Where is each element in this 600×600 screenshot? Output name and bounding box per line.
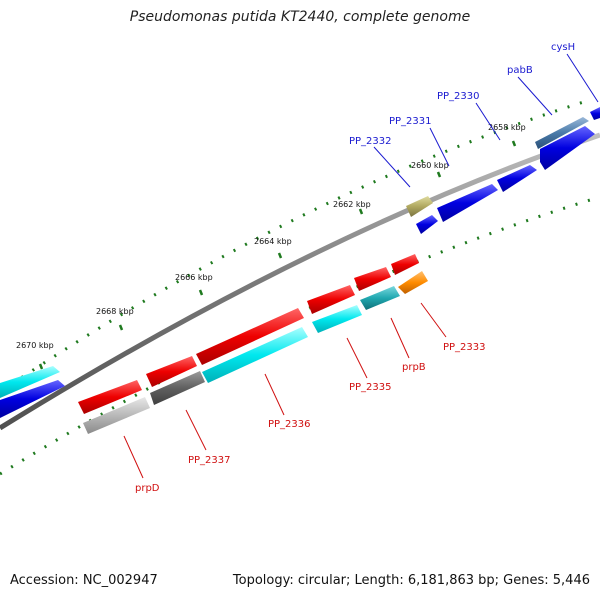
- reverse-features: [78, 254, 428, 434]
- gene-arrow-PP_2336[interactable]: [202, 327, 308, 383]
- tick-label-2668: 2668 kbp: [96, 307, 134, 316]
- label-leaders: [123, 53, 599, 479]
- gene-arrow-red-4[interactable]: [196, 308, 304, 365]
- gene-arrow-PP_2332[interactable]: [406, 196, 433, 217]
- gene-arrow-prpB-top[interactable]: [391, 254, 419, 275]
- genome-summary-text: Topology: circular; Length: 6,181,863 bp…: [232, 573, 590, 588]
- accession-text: Accession: NC_002947: [10, 573, 158, 588]
- gene-label-PP_2332: PP_2332: [349, 136, 392, 147]
- gene-label-cysH: cysH: [551, 42, 575, 53]
- gene-label-PP_2333: PP_2333: [443, 342, 486, 353]
- gene-label-prpD: prpD: [135, 483, 160, 494]
- gene-arrow-PP_2333[interactable]: [398, 271, 428, 294]
- gene-arrow-left-blue[interactable]: [0, 380, 65, 418]
- forward-features: [0, 107, 600, 418]
- gene-arrow-PP_2337[interactable]: [150, 371, 205, 405]
- gene-label-PP_2331: PP_2331: [389, 116, 432, 127]
- gene-arrow-cysH[interactable]: [590, 107, 600, 120]
- tick-label-2666: 2666 kbp: [175, 273, 213, 282]
- gene-arrow-red-5[interactable]: [146, 356, 197, 387]
- tick-label-2660: 2660 kbp: [411, 161, 449, 170]
- gene-label-PP_2330: PP_2330: [437, 91, 480, 102]
- gene-arrow-red-6[interactable]: [78, 380, 142, 414]
- gene-arrow-pabB[interactable]: [535, 117, 589, 149]
- tick-label-2670: 2670 kbp: [16, 341, 54, 350]
- gene-arrow-small-blue[interactable]: [416, 215, 438, 234]
- gene-arrow-prpD[interactable]: [83, 397, 150, 434]
- gene-arrow-red-3[interactable]: [307, 285, 355, 314]
- gene-arrow-PP_2330-a[interactable]: [540, 126, 595, 170]
- tick-label-2664: 2664 kbp: [254, 237, 292, 246]
- major-ticks: [38, 140, 517, 370]
- gene-label-PP_2336: PP_2336: [268, 419, 311, 430]
- gene-label-prpB: prpB: [402, 362, 426, 373]
- tick-label-2662: 2662 kbp: [333, 200, 371, 209]
- tick-label-2658: 2658 kbp: [488, 123, 526, 132]
- gene-arrow-PP_2331[interactable]: [437, 184, 498, 222]
- outer-tick-ring: [0, 98, 591, 394]
- map-title: Pseudomonas putida KT2440, complete geno…: [129, 9, 471, 25]
- genome-backbone: [0, 132, 600, 431]
- gene-arrow-red-2[interactable]: [354, 267, 391, 291]
- gene-arrow-PP_2335[interactable]: [312, 305, 362, 333]
- gene-arrow-left-cyan[interactable]: [0, 366, 60, 398]
- gene-arrow-prpB[interactable]: [360, 286, 400, 310]
- gene-label-pabB: pabB: [507, 65, 533, 76]
- gene-arrow-PP_2330-b[interactable]: [497, 165, 537, 192]
- gene-label-PP_2335: PP_2335: [349, 382, 392, 393]
- gene-label-PP_2337: PP_2337: [188, 455, 231, 466]
